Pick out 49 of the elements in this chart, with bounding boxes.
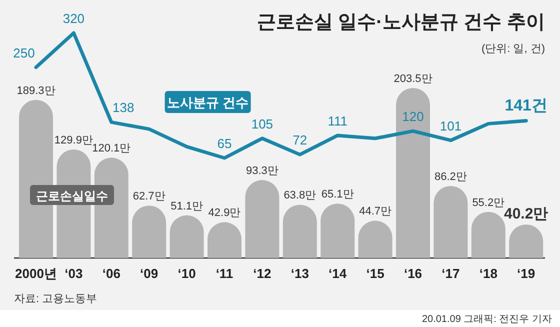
- x-tick-label: ‘16: [404, 266, 422, 281]
- text: 20.01.09 그래픽: 전진우 기자: [422, 314, 552, 325]
- data-label: 320: [62, 11, 85, 26]
- data-label: 55.2만: [472, 196, 505, 209]
- x-tick-label: ‘14: [328, 266, 348, 281]
- data-label: 65: [217, 136, 232, 151]
- x-tick-label: ‘10: [178, 266, 196, 281]
- data-label: 86.2만: [434, 170, 467, 183]
- x-tick-label: ‘11: [216, 266, 234, 281]
- x-tick-label: ‘06: [102, 266, 120, 281]
- data-label: 141건: [504, 98, 548, 115]
- bar: [434, 186, 468, 258]
- data-label: 250: [13, 45, 35, 60]
- data-label: 105: [251, 116, 274, 132]
- bar: [320, 204, 355, 258]
- x-tick-label: ‘19: [517, 266, 536, 281]
- data-label: 138: [112, 100, 134, 116]
- data-label: 72: [292, 132, 308, 148]
- data-label: 51.1만: [170, 200, 204, 212]
- bar: [396, 88, 430, 258]
- text: 자료: 고용노동부: [14, 293, 98, 305]
- x-tick-label: ‘13: [290, 266, 309, 281]
- x-tick-label: ‘12: [253, 266, 272, 281]
- data-label: 42.9만: [208, 207, 241, 220]
- x-tick-label: ‘18: [479, 266, 498, 281]
- chart-title: 근로손실 일수·노사분규 건수 추이: [256, 12, 545, 33]
- data-label: 120.1만: [92, 142, 131, 155]
- data-label: 111: [328, 113, 348, 128]
- bar: [282, 204, 317, 258]
- data-label: 93.3만: [246, 165, 278, 178]
- bar: [245, 180, 280, 258]
- series-label: 근로손실일수: [36, 189, 108, 203]
- data-label: 40.2만: [504, 205, 548, 222]
- data-label: 65.1만: [321, 188, 354, 201]
- data-label: 101: [440, 118, 462, 134]
- data-label: 62.7만: [132, 190, 166, 203]
- series-label: 노사분규 건수: [166, 95, 249, 110]
- chart-subtitle: (단위: 일, 건): [481, 43, 545, 55]
- x-tick-label: ‘15: [366, 266, 384, 281]
- data-label: 120: [402, 109, 424, 124]
- x-tick-label: ‘09: [140, 266, 158, 281]
- x-tick-label: ‘17: [442, 266, 460, 281]
- data-label: 203.5만: [394, 73, 432, 85]
- x-tick-label: 2000년: [15, 266, 57, 281]
- data-label: 129.9만: [54, 134, 93, 146]
- x-tick-label: ‘03: [64, 266, 83, 281]
- data-label: 189.3만: [16, 84, 56, 97]
- data-label: 44.7만: [359, 206, 392, 218]
- data-label: 63.8만: [284, 190, 316, 202]
